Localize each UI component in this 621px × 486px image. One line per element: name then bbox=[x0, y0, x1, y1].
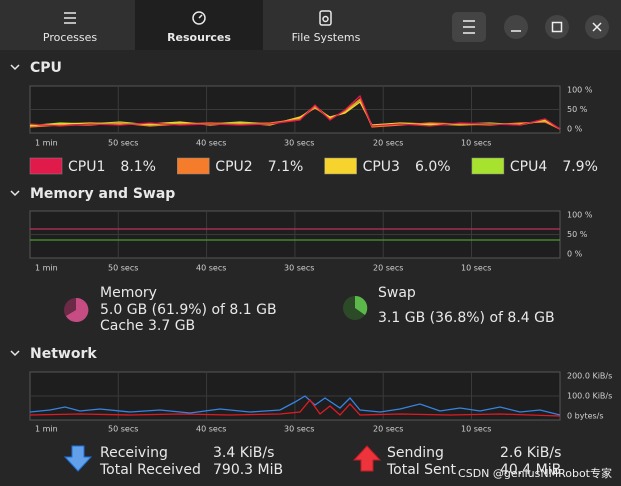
legend-name: CPU3 bbox=[363, 159, 400, 175]
legend-name: CPU2 bbox=[215, 159, 252, 175]
total-received-label: Total Received bbox=[99, 462, 201, 478]
total-sent-label: Total Sent bbox=[386, 462, 457, 478]
swap-usage: 3.1 GB (36.8%) of 8.4 GB bbox=[378, 310, 555, 326]
memory-usage: 5.0 GB (61.9%) of 8.1 GB bbox=[100, 302, 277, 318]
chevron bbox=[10, 64, 20, 71]
legend-value: 8.1% bbox=[120, 159, 156, 175]
minimize-button[interactable] bbox=[504, 15, 528, 39]
x-axis-label: 1 min bbox=[35, 425, 58, 434]
legend-swatch bbox=[29, 157, 63, 175]
y-axis-label: 0 bytes/s bbox=[567, 412, 604, 421]
x-axis-label: 20 secs bbox=[373, 139, 403, 148]
y-axis-label: 100 % bbox=[567, 86, 593, 95]
tab-processes[interactable]: Processes bbox=[43, 31, 97, 44]
x-axis-label: 50 secs bbox=[108, 425, 138, 434]
close-icon bbox=[592, 22, 602, 32]
chevron bbox=[10, 350, 20, 357]
chevrons bbox=[10, 64, 20, 357]
x-axis-label: 10 secs bbox=[461, 264, 491, 273]
resources-icon bbox=[192, 11, 206, 25]
swap-pie-used bbox=[355, 295, 368, 315]
sending-line bbox=[29, 398, 561, 417]
x-axis-label: 40 secs bbox=[196, 264, 226, 273]
receiving-icon bbox=[63, 445, 93, 472]
section-title: CPU bbox=[30, 60, 62, 76]
y-axis-label: 0 % bbox=[567, 250, 583, 259]
sending-icon bbox=[352, 445, 382, 472]
x-axis-label: 20 secs bbox=[373, 264, 403, 273]
sending-rate: 2.6 KiB/s bbox=[500, 445, 561, 461]
processes-icon bbox=[64, 12, 76, 24]
resources-needle bbox=[198, 14, 203, 19]
x-axis-label: 50 secs bbox=[108, 139, 138, 148]
y-axis-label: 0 % bbox=[567, 125, 583, 134]
tab-icons bbox=[64, 10, 332, 26]
cpu1-line bbox=[29, 94, 561, 130]
legend-swatch bbox=[471, 157, 505, 175]
filesystems-icon bbox=[319, 10, 332, 26]
x-axis-label: 50 secs bbox=[108, 264, 138, 273]
filesystems-disk bbox=[322, 15, 329, 23]
tab-resources[interactable]: Resources bbox=[167, 31, 231, 44]
x-axis-label: 10 secs bbox=[461, 139, 491, 148]
cpu-lines bbox=[29, 94, 561, 130]
y-axis-label: 200.0 KiB/s bbox=[567, 372, 612, 381]
swap-label: Swap bbox=[378, 285, 416, 301]
x-axis-label: 30 secs bbox=[284, 425, 314, 434]
y-axis-label: 50 % bbox=[567, 105, 588, 114]
legend-swatch bbox=[177, 157, 210, 175]
maximize-button[interactable] bbox=[545, 15, 569, 39]
x-axis-label: 1 min bbox=[35, 139, 58, 148]
memory-label: Memory bbox=[100, 285, 157, 301]
y-axis-label: 50 % bbox=[567, 230, 588, 239]
total-received: 790.3 MiB bbox=[213, 462, 283, 478]
memory-pie-used bbox=[66, 297, 89, 322]
sending-label: Sending bbox=[387, 445, 444, 461]
x-axis-label: 20 secs bbox=[373, 425, 403, 434]
receiving-rate: 3.4 KiB/s bbox=[213, 445, 274, 461]
active-tab-bg bbox=[135, 0, 263, 50]
x-axis-label: 30 secs bbox=[284, 139, 314, 148]
total-sent: 40.4 MiB bbox=[500, 462, 561, 478]
watermark: CSDN @geniusNMRobot专家 bbox=[458, 466, 612, 480]
network-lines bbox=[29, 395, 561, 417]
x-axis-label: 30 secs bbox=[284, 264, 314, 273]
x-axis-label: 1 min bbox=[35, 264, 58, 273]
x-axis-label: 40 secs bbox=[196, 139, 226, 148]
x-axis-label: 10 secs bbox=[461, 425, 491, 434]
legend-name: CPU4 bbox=[510, 159, 547, 175]
section-title: Network bbox=[30, 346, 97, 362]
y-axis-label: 100.0 KiB/s bbox=[567, 392, 612, 401]
tab-filesystems[interactable]: File Systems bbox=[292, 31, 361, 44]
receiving-label: Receiving bbox=[100, 445, 168, 461]
legend-value: 6.0% bbox=[415, 159, 451, 175]
legend-name: CPU1 bbox=[68, 159, 105, 175]
receiving-line bbox=[29, 395, 561, 416]
legend-value: 7.9% bbox=[562, 159, 598, 175]
chevron bbox=[10, 190, 20, 197]
x-axis-label: 40 secs bbox=[196, 425, 226, 434]
maximize-icon bbox=[551, 21, 563, 33]
memory-cache: Cache 3.7 GB bbox=[100, 318, 195, 334]
menu-icon bbox=[463, 20, 475, 34]
legend-value: 7.1% bbox=[268, 159, 304, 175]
section-title: Memory and Swap bbox=[30, 186, 175, 202]
y-axis-label: 100 % bbox=[567, 211, 593, 220]
legend-swatch bbox=[324, 157, 357, 175]
